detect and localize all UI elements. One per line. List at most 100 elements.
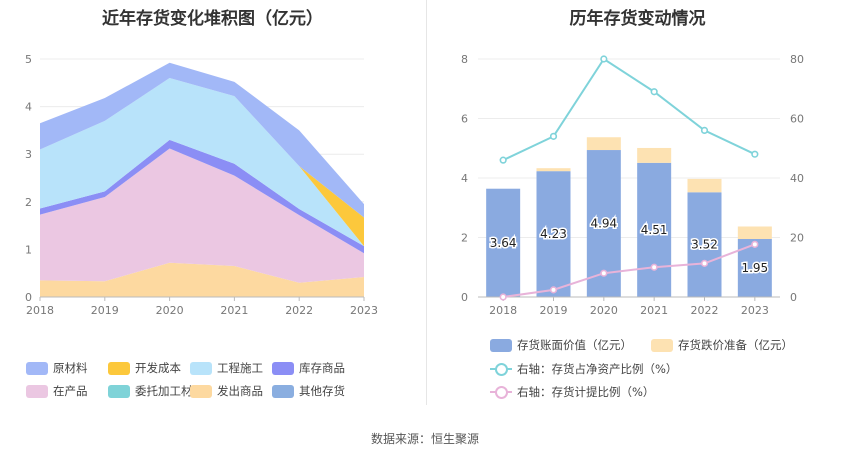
legend-item[interactable]: 存货账面价值（亿元）	[490, 337, 632, 353]
legend-label: 在产品	[53, 384, 88, 398]
bar-value-label: 1.95	[741, 261, 768, 275]
left-x-tick-label: 2023	[350, 304, 378, 317]
right-left-y-tick-label: 8	[461, 53, 468, 66]
legend-label: 工程施工	[217, 361, 263, 375]
left-x-tick-label: 2022	[285, 304, 313, 317]
legend-swatch	[272, 361, 294, 375]
right-right-y-tick-label: 20	[790, 232, 804, 245]
left-y-tick-label: 5	[25, 53, 32, 66]
left-y-tick-label: 0	[25, 291, 32, 304]
data-source-footer: 数据来源：恒生聚源	[370, 432, 479, 446]
legend-swatch	[490, 338, 512, 352]
legend-swatch	[108, 384, 130, 398]
bar-impairment-reserve	[637, 147, 672, 163]
line-point	[499, 156, 507, 164]
area-series-在产品	[40, 148, 364, 283]
line-point	[751, 240, 759, 248]
right-left-y-tick-label: 4	[461, 172, 468, 185]
line-point	[650, 88, 658, 96]
line-series-inventory-to-net-assets	[502, 57, 756, 162]
legend-label: 库存商品	[299, 361, 345, 375]
left-y-tick-label: 2	[25, 196, 32, 209]
left-chart-title: 近年存货变化堆积图（亿元）	[102, 9, 323, 29]
right-right-y-tick-label: 40	[790, 172, 804, 185]
left-y-tick-label: 4	[25, 101, 32, 114]
right-left-y-tick-label: 2	[461, 232, 468, 245]
left-x-tick-label: 2019	[91, 304, 119, 317]
right-x-tick-label: 2021	[640, 304, 668, 317]
legend-label: 其他存货	[299, 384, 345, 398]
legend-item[interactable]: 其他存货	[272, 383, 345, 399]
line-point	[549, 286, 558, 294]
right-right-y-tick-label: 80	[790, 53, 804, 66]
line-point	[600, 269, 608, 277]
right-x-tick-label: 2019	[540, 304, 568, 317]
legend-label: 原材料	[53, 361, 88, 375]
legend-swatch	[651, 338, 673, 352]
panel-divider	[426, 0, 427, 405]
legend-item[interactable]: 发出商品	[190, 383, 263, 399]
right-right-y-tick-label: 60	[790, 113, 804, 126]
legend-item[interactable]: 右轴：存货计提比例（%）	[490, 384, 654, 400]
bar-impairment-reserve	[536, 168, 571, 172]
right-chart-title: 历年存货变动情况	[569, 9, 706, 29]
line-point	[549, 132, 558, 140]
bar-value-label: 4.23	[540, 227, 567, 241]
right-x-tick-label: 2022	[691, 304, 719, 317]
legend-label: 委托加工材料	[135, 384, 204, 398]
legend-swatch	[490, 362, 512, 376]
right-left-y-tick-label: 0	[461, 291, 468, 304]
legend-swatch	[490, 385, 512, 399]
legend-label: 右轴：存货占净资产比例（%）	[517, 362, 678, 376]
legend-swatch	[108, 361, 130, 375]
bar-value-label: 3.64	[490, 236, 517, 250]
left-x-tick-label: 2020	[156, 304, 184, 317]
legend-label: 开发成本	[135, 361, 181, 375]
legend-swatch	[26, 361, 48, 375]
line-point	[650, 263, 658, 271]
legend-item[interactable]: 在产品	[26, 383, 88, 399]
legend-swatch	[190, 361, 212, 375]
bar-impairment-reserve	[586, 137, 621, 151]
right-right-y-tick-label: 0	[790, 291, 797, 304]
legend-swatch	[26, 384, 48, 398]
bar-value-label: 4.51	[641, 223, 668, 237]
legend-label: 存货账面价值（亿元）	[517, 338, 632, 352]
legend-item[interactable]: 原材料	[26, 360, 88, 376]
bar-book-value	[536, 171, 571, 297]
bar-impairment-reserve	[687, 178, 722, 193]
legend-item[interactable]: 存货跌价准备（亿元）	[651, 337, 793, 353]
left-x-tick-label: 2021	[220, 304, 248, 317]
legend-label: 存货跌价准备（亿元）	[678, 338, 793, 352]
left-y-tick-label: 3	[25, 148, 32, 161]
left-y-tick-label: 1	[25, 243, 32, 256]
legend-item[interactable]: 右轴：存货占净资产比例（%）	[490, 361, 677, 377]
area-series-库存商品	[40, 139, 364, 254]
legend-item[interactable]: 库存商品	[272, 360, 345, 376]
line-point	[700, 126, 709, 134]
right-left-y-tick-label: 6	[461, 113, 468, 126]
legend-item[interactable]: 委托加工材料	[108, 383, 204, 399]
bar-value-label: 3.52	[691, 238, 718, 252]
area-series-发出商品	[40, 262, 364, 297]
right-x-tick-label: 2023	[741, 304, 769, 317]
bar-impairment-reserve	[737, 226, 772, 239]
left-x-tick-label: 2018	[26, 304, 54, 317]
area-series-工程施工	[40, 78, 364, 247]
legend-label: 右轴：存货计提比例（%）	[517, 385, 655, 399]
line-point	[700, 259, 709, 267]
bar-book-value	[486, 188, 521, 297]
right-x-tick-label: 2020	[590, 304, 618, 317]
line-point	[499, 293, 507, 301]
line-series-provision-ratio	[503, 243, 756, 298]
legend-swatch	[272, 384, 294, 398]
legend-swatch	[190, 384, 212, 398]
bar-book-value	[637, 162, 672, 297]
line-point	[600, 55, 608, 63]
legend-item[interactable]: 工程施工	[190, 360, 263, 376]
area-series-原材料	[40, 62, 364, 218]
legend-item[interactable]: 开发成本	[108, 360, 181, 376]
line-point	[751, 150, 759, 158]
right-x-tick-label: 2018	[489, 304, 517, 317]
